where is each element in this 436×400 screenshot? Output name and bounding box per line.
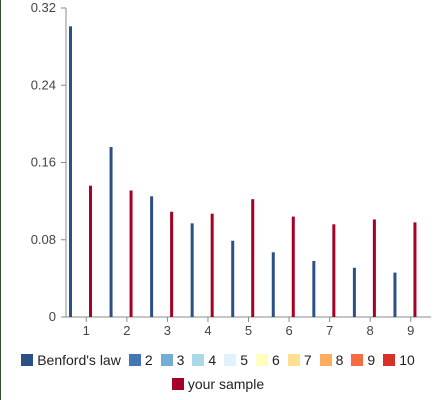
x-tick-label: 5 xyxy=(245,323,252,338)
x-tick-label: 4 xyxy=(204,323,211,338)
legend-item: 3 xyxy=(160,349,185,371)
sample-bar xyxy=(89,185,92,317)
x-tick-label: 1 xyxy=(83,323,90,338)
legend-swatch xyxy=(287,354,300,366)
x-tick-label: 7 xyxy=(326,323,333,338)
legend-swatch xyxy=(351,354,364,366)
chart-area: 0 0.08 0.16 0.24 0.32 1 2 3 4 5 6 7 8 9 xyxy=(31,0,431,338)
left-edge-line xyxy=(0,0,1,400)
benford-bar xyxy=(69,26,72,318)
sample-bar xyxy=(129,190,133,317)
sample-bar xyxy=(170,211,174,317)
legend-swatch xyxy=(171,378,184,390)
x-tick-label: 3 xyxy=(164,323,171,338)
sample-bar xyxy=(291,216,295,317)
legend-label: 2 xyxy=(144,352,153,368)
y-tick-label: 0 xyxy=(49,309,56,324)
legend-swatch xyxy=(128,354,141,366)
legend-label: 3 xyxy=(176,352,185,368)
legend-swatch xyxy=(224,354,237,366)
legend-item: 6 xyxy=(256,349,280,371)
legend-label: 6 xyxy=(272,352,280,368)
benford-bar xyxy=(109,147,113,317)
legend-swatch xyxy=(21,354,34,366)
legend-label: 7 xyxy=(303,352,312,368)
y-tick-label: 0.32 xyxy=(31,0,56,15)
legend-label: 8 xyxy=(335,352,344,368)
legend-item: 4 xyxy=(192,349,216,371)
y-tick-label: 0.08 xyxy=(31,232,56,247)
legend-label: 4 xyxy=(208,352,217,368)
legend-label: Benford's law xyxy=(37,352,121,368)
sample-bar xyxy=(251,199,255,317)
benford-bar xyxy=(190,223,194,317)
x-tick-label: 9 xyxy=(407,323,414,338)
legend-item: Benford's law xyxy=(21,349,121,371)
benford-bar xyxy=(150,196,154,317)
chart-legend: Benford's law 2 3 4 5 6 7 8 9 10 your sample xyxy=(0,349,436,395)
legend-label: your sample xyxy=(187,376,265,392)
x-tick-label: 2 xyxy=(123,323,130,338)
legend-label: 9 xyxy=(367,352,376,368)
sample-bar xyxy=(210,213,214,317)
legend-swatch xyxy=(319,354,332,366)
benford-bar xyxy=(352,267,356,317)
benford-bar xyxy=(231,240,235,317)
legend-swatch xyxy=(192,354,205,366)
legend-item: 2 xyxy=(128,349,153,371)
benford-bar xyxy=(312,260,316,317)
sample-bar xyxy=(413,222,417,317)
benford-bar xyxy=(393,272,397,317)
legend-swatch xyxy=(160,354,173,366)
benford-bar xyxy=(271,252,275,317)
benford-comparison-chart: 0 0.08 0.16 0.24 0.32 1 2 3 4 5 6 7 8 9 xyxy=(31,0,431,338)
legend-item: 9 xyxy=(351,349,375,371)
x-tick-label: 8 xyxy=(367,323,374,338)
sample-bar xyxy=(372,219,376,317)
legend-item: 5 xyxy=(224,349,248,371)
legend-swatch xyxy=(383,354,396,366)
legend-item: 7 xyxy=(287,349,312,371)
legend-label: 10 xyxy=(399,352,415,368)
x-tick-label: 6 xyxy=(285,323,292,338)
legend-swatch xyxy=(256,354,269,366)
sample-bar xyxy=(332,224,336,317)
legend-item: 10 xyxy=(383,349,415,371)
legend-item: 8 xyxy=(319,349,344,371)
legend-label: 5 xyxy=(240,352,249,368)
y-tick-label: 0.24 xyxy=(31,77,56,92)
legend-item: your sample xyxy=(171,373,265,395)
y-tick-label: 0.16 xyxy=(31,155,56,170)
